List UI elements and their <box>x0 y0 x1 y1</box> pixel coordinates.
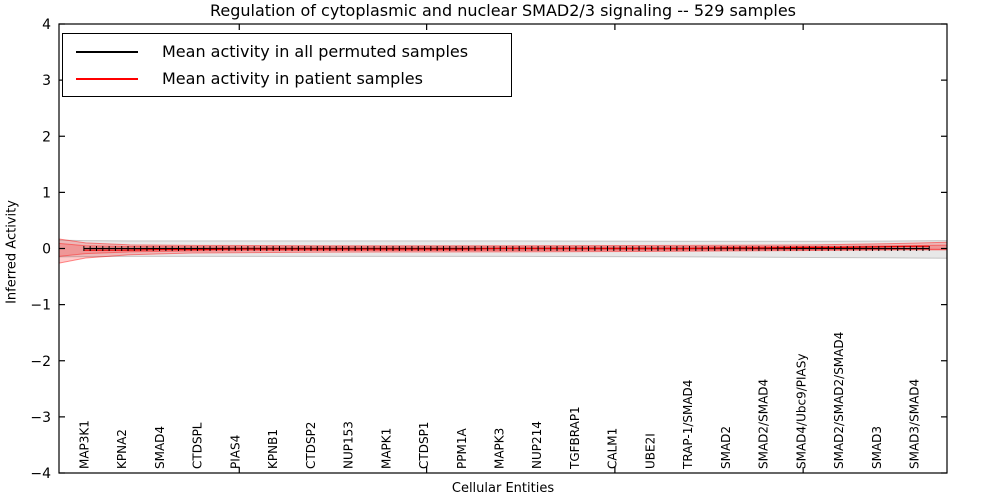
y-axis-ticks <box>59 23 947 474</box>
svg-text:CTDSP2: CTDSP2 <box>304 422 318 469</box>
patient-confidence-inner-band <box>58 242 948 257</box>
legend-label-permuted: Mean activity in all permuted samples <box>162 42 469 61</box>
svg-text:MAP3K1: MAP3K1 <box>77 420 91 469</box>
x-category-labels: MAP3K1 KPNA2 SMAD4 CTDSPL PIAS4 KPNB1 CTDSP2 NU… <box>77 332 921 470</box>
chart-title: Regulation of cytoplasmic and nuclear SM… <box>209 1 797 20</box>
svg-text:0: 0 <box>42 242 51 258</box>
legend-entry-patient: Mean activity in patient samples <box>76 69 511 88</box>
svg-text:CALM1: CALM1 <box>606 428 620 469</box>
black-line-swatch <box>76 50 138 53</box>
svg-text:SMAD2/SMAD4: SMAD2/SMAD4 <box>757 379 771 469</box>
red-line-swatch <box>76 77 138 80</box>
svg-text:KPNA2: KPNA2 <box>115 429 129 469</box>
svg-text:PIAS4: PIAS4 <box>228 435 242 469</box>
svg-text:UBE2I: UBE2I <box>644 433 658 469</box>
y-axis-tick-labels: 4 3 2 1 0 −1 −2 −3 −4 <box>30 17 51 482</box>
svg-text:4: 4 <box>42 17 51 33</box>
svg-text:SMAD3: SMAD3 <box>870 426 884 469</box>
svg-text:NUP214: NUP214 <box>530 421 544 469</box>
svg-text:SMAD3/SMAD4: SMAD3/SMAD4 <box>908 379 922 469</box>
svg-text:SMAD4: SMAD4 <box>153 426 167 469</box>
svg-text:MAPK1: MAPK1 <box>379 428 393 469</box>
svg-text:NUP153: NUP153 <box>342 421 356 469</box>
svg-text:3: 3 <box>42 73 51 89</box>
svg-text:TGFBRAP1: TGFBRAP1 <box>568 406 582 470</box>
svg-text:2: 2 <box>42 129 51 145</box>
svg-text:SMAD4/Ubc9/PIASy: SMAD4/Ubc9/PIASy <box>794 354 808 469</box>
svg-text:MAPK3: MAPK3 <box>493 428 507 469</box>
svg-text:−4: −4 <box>30 466 51 482</box>
svg-text:SMAD2/SMAD2/SMAD4: SMAD2/SMAD2/SMAD4 <box>832 332 846 469</box>
svg-text:SMAD2: SMAD2 <box>719 426 733 469</box>
svg-text:−3: −3 <box>30 410 51 426</box>
permuted-sample-markers <box>83 246 930 251</box>
legend-box: Mean activity in all permuted samples Me… <box>62 33 512 97</box>
svg-text:CTDSP1: CTDSP1 <box>417 422 431 469</box>
patient-confidence-band <box>58 238 948 264</box>
svg-text:TRAP-1/SMAD4: TRAP-1/SMAD4 <box>681 380 695 470</box>
svg-text:CTDSPL: CTDSPL <box>191 422 205 469</box>
svg-text:1: 1 <box>42 185 51 201</box>
x-axis-title: Cellular Entities <box>451 481 555 496</box>
legend-entry-permuted: Mean activity in all permuted samples <box>76 42 511 61</box>
svg-text:KPNB1: KPNB1 <box>266 429 280 469</box>
legend-label-patient: Mean activity in patient samples <box>162 69 423 88</box>
svg-text:−1: −1 <box>30 298 51 314</box>
svg-text:−2: −2 <box>30 354 51 370</box>
x-axis-ticks <box>238 24 804 473</box>
svg-text:PPM1A: PPM1A <box>455 428 469 469</box>
permuted-confidence-band <box>58 239 948 259</box>
